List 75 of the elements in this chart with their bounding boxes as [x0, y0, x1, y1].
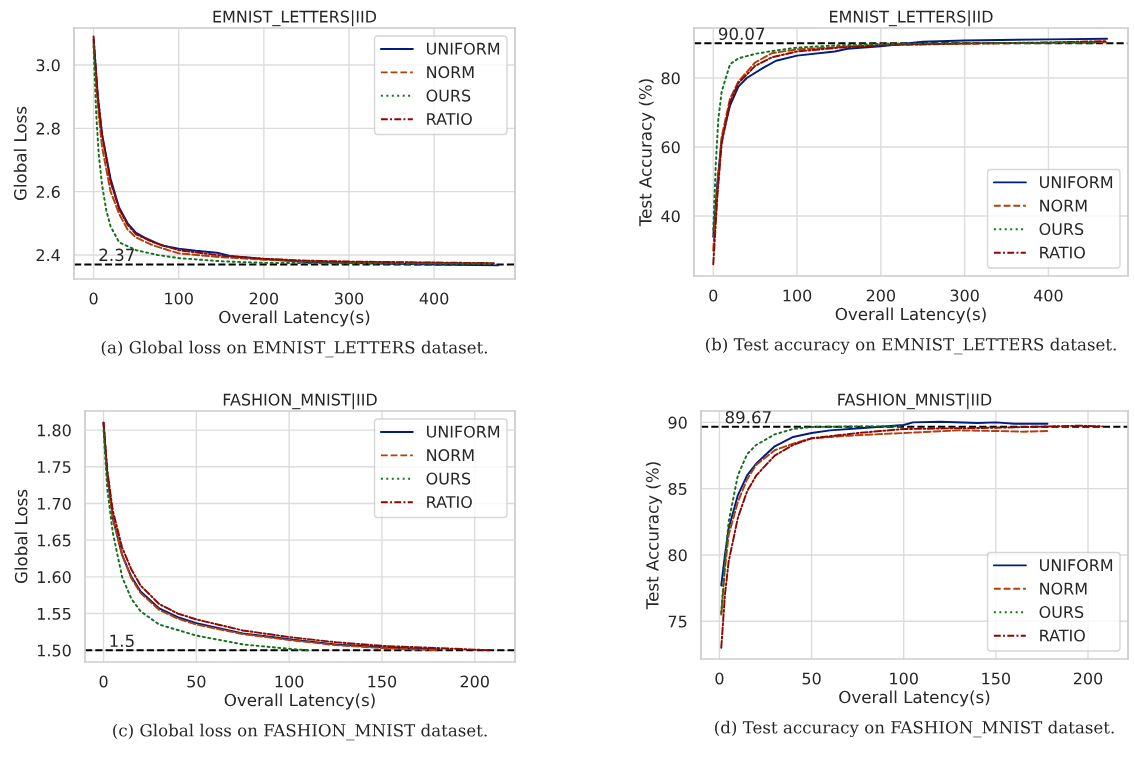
- x-tick-label: 150: [982, 672, 1011, 685]
- y-tick-label: 40: [661, 210, 680, 223]
- legend-label: RATIO: [427, 112, 472, 126]
- chart-title: EMNIST_LETTERS|IID: [830, 10, 993, 27]
- x-tick-label: 100: [165, 292, 193, 305]
- legend-label: OURS: [1039, 223, 1084, 236]
- y-axis-title: Global Loss: [13, 106, 27, 201]
- legend-label: NORM: [1040, 199, 1087, 212]
- legend-label: RATIO: [1040, 629, 1085, 642]
- y-tick-label: 80: [661, 72, 680, 85]
- legend-label: OURS: [1039, 606, 1084, 619]
- x-tick-label: 200: [866, 289, 896, 302]
- x-axis-title: Overall Latency(s): [224, 693, 375, 710]
- y-tick-label: 85: [668, 482, 687, 495]
- y-tick-label: 2.8: [36, 122, 60, 135]
- y-tick-label: 80: [668, 549, 687, 562]
- y-tick-label: 1.70: [38, 497, 71, 510]
- y-tick-label: 3.0: [36, 59, 60, 72]
- legend-label: OURS: [426, 472, 471, 485]
- x-tick-label: 50: [187, 675, 206, 688]
- x-tick-label: 0: [99, 675, 108, 688]
- y-tick-label: 1.50: [38, 644, 71, 657]
- text: (d) Test accuracy on FASHION_MNIST dataset.: [715, 720, 1114, 738]
- y-tick-label: 75: [668, 615, 687, 628]
- x-tick-label: 200: [460, 675, 489, 688]
- ref-line-label: 1.5: [110, 634, 134, 648]
- legend-label: UNIFORM: [1040, 559, 1113, 572]
- legend-label: NORM: [427, 66, 474, 79]
- x-axis-title: Overall Latency(s): [835, 307, 986, 324]
- x-tick-label: 200: [1073, 672, 1103, 685]
- y-tick-label: 1.80: [38, 424, 71, 437]
- y-tick-label: 2.6: [36, 185, 60, 198]
- x-tick-label: 150: [368, 675, 397, 688]
- y-tick-label: 1.65: [38, 534, 71, 547]
- y-tick-label: 1.55: [38, 607, 71, 620]
- y-tick-label: 90: [668, 416, 687, 429]
- line-series: [102, 429, 309, 652]
- y-tick-label: 1.75: [38, 461, 71, 474]
- ref-line-label: 89.67: [725, 410, 771, 424]
- text: (c) Global loss on FASHION_MNIST dataset.: [113, 723, 487, 741]
- x-axis-title: Overall Latency(s): [219, 310, 370, 327]
- legend-label: OURS: [426, 89, 471, 102]
- legend-label: RATIO: [427, 495, 472, 509]
- ref-line-label: 2.37: [99, 248, 134, 262]
- x-tick-label: 300: [334, 292, 364, 305]
- y-axis-title: Test Accuracy (%): [638, 79, 655, 227]
- x-tick-label: 400: [1033, 289, 1063, 302]
- x-axis-title: Overall Latency(s): [839, 690, 990, 707]
- x-tick-label: 0: [89, 292, 98, 305]
- legend-label: UNIFORM: [427, 425, 500, 438]
- y-axis-title: Global Loss: [14, 489, 28, 584]
- x-tick-label: 100: [890, 672, 918, 685]
- chart-title: FASHION_MNIST|IID: [223, 393, 377, 410]
- x-tick-label: 0: [709, 289, 718, 302]
- x-tick-label: 0: [715, 672, 724, 685]
- chart-title: EMNIST_LETTERS|IID: [213, 10, 377, 27]
- x-tick-label: 200: [249, 292, 279, 305]
- text: (a) Global loss on EMNIST_LETTERS dataset.: [101, 340, 487, 358]
- y-tick-label: 2.4: [36, 249, 60, 262]
- text: (b) Test accuracy on EMNIST_LETTERS dataset.: [705, 337, 1116, 355]
- legend-label: NORM: [427, 449, 474, 462]
- ref-line-label: 90.07: [718, 27, 765, 41]
- y-axis-title: Test Accuracy (%): [645, 462, 662, 610]
- x-tick-label: 50: [802, 672, 821, 685]
- legend-label: UNIFORM: [427, 42, 500, 55]
- y-tick-label: 60: [661, 141, 680, 154]
- legend-label: RATIO: [1040, 246, 1085, 259]
- x-tick-label: 300: [950, 289, 979, 302]
- x-tick-label: 400: [419, 292, 449, 305]
- chart-title: FASHION_MNIST|IID: [838, 393, 992, 410]
- x-tick-label: 100: [783, 289, 812, 302]
- legend-label: UNIFORM: [1040, 176, 1113, 189]
- legend-label: NORM: [1040, 582, 1087, 595]
- y-tick-label: 1.60: [38, 571, 71, 584]
- x-tick-label: 100: [275, 675, 304, 688]
